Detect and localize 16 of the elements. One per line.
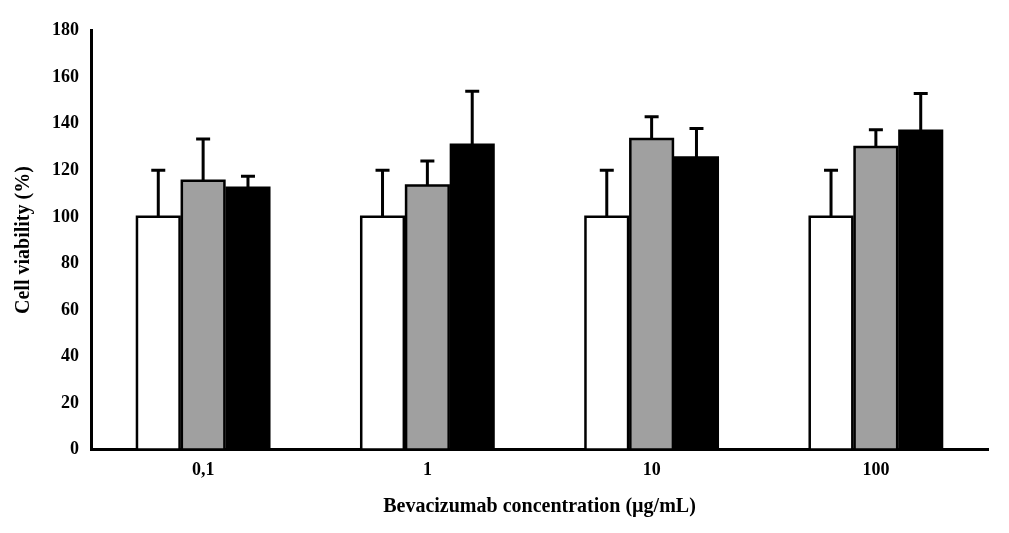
x-tick-label: 10: [642, 458, 661, 479]
y-tick-label: 40: [61, 345, 79, 366]
y-axis-title: Cell viability (%): [11, 166, 35, 314]
y-tick-label: 80: [61, 252, 79, 273]
y-tick-label: 140: [52, 112, 79, 133]
y-tick-label: 120: [52, 158, 79, 179]
y-tick-label: 60: [61, 298, 79, 319]
x-axis-title: Bevacizumab concentration (µg/mL): [383, 494, 696, 518]
x-tick-label: 100: [862, 458, 890, 479]
y-tick-label: 0: [70, 438, 79, 459]
y-tick-label: 180: [52, 19, 79, 40]
x-tick-label: 1: [422, 458, 432, 479]
x-tick-label: 0,1: [191, 458, 215, 479]
y-tick-label: 100: [52, 205, 79, 226]
y-tick-label: 160: [52, 65, 79, 86]
y-tick-label: 20: [61, 391, 79, 412]
